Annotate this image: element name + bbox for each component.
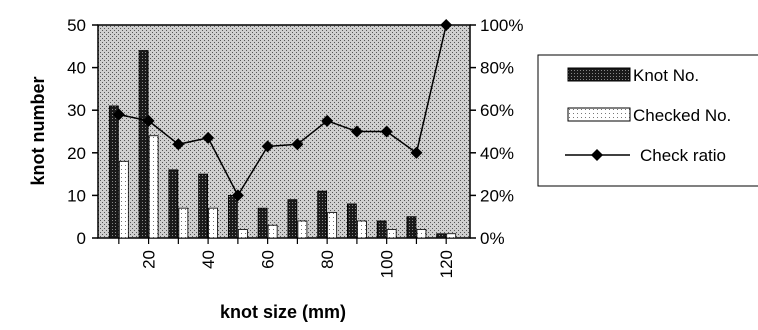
plot-area <box>97 24 471 239</box>
y2-tick-label: 40% <box>480 144 514 163</box>
legend-marker-check-ratio <box>591 149 603 161</box>
y-tick-label: 50 <box>67 16 86 35</box>
bar-knot-no <box>376 220 387 239</box>
bar-knot-no <box>257 207 268 239</box>
marker-check-ratio <box>231 189 244 202</box>
y2-tick-label: 60% <box>480 101 514 120</box>
bar-knot-no <box>227 194 238 239</box>
x-axis-title: knot size (mm) <box>220 302 346 322</box>
bar-knot-no <box>198 173 209 239</box>
y-tick-label: 10 <box>67 186 86 205</box>
bar-checked-no <box>237 229 248 239</box>
y-axis-title: knot number <box>28 76 48 185</box>
bar-checked-no <box>446 233 457 239</box>
bar-checked-no <box>386 229 397 239</box>
bar-knot-no <box>108 105 119 239</box>
y2-tick-label: 20% <box>480 186 514 205</box>
x-tick-label: 40 <box>199 250 218 269</box>
bar-checked-no <box>327 212 338 239</box>
marker-check-ratio <box>380 125 393 138</box>
bar-checked-no <box>416 229 427 239</box>
y-tick-label: 30 <box>67 101 86 120</box>
marker-check-ratio <box>291 138 304 151</box>
bar-knot-no <box>168 169 179 239</box>
y2-tick-label: 100% <box>480 16 523 35</box>
marker-check-ratio <box>142 114 155 127</box>
x-tick-label: 100 <box>378 250 397 278</box>
x-tick-label: 20 <box>140 250 159 269</box>
y-tick-label: 0 <box>77 229 86 248</box>
bar-checked-no <box>178 207 189 239</box>
legend-label-check-ratio: Check ratio <box>640 146 726 165</box>
y2-tick-label: 0% <box>480 229 505 248</box>
marker-check-ratio <box>440 19 453 31</box>
marker-check-ratio <box>350 125 363 138</box>
bar-knot-no <box>317 190 328 239</box>
line-layer <box>112 19 453 202</box>
x-tick-label: 80 <box>318 250 337 269</box>
bar-knot-no <box>406 216 417 239</box>
bar-knot-no <box>138 50 149 239</box>
y2-tick-label: 80% <box>480 59 514 78</box>
bar-checked-no <box>267 224 278 239</box>
bars-layer <box>108 50 457 239</box>
marker-check-ratio <box>172 138 185 151</box>
legend-swatch-knot-no <box>567 67 631 82</box>
marker-check-ratio <box>112 108 125 121</box>
bar-checked-no <box>148 135 159 239</box>
legend-label-knot-no: Knot No. <box>633 66 699 85</box>
marker-check-ratio <box>321 114 334 127</box>
bar-checked-no <box>357 220 367 239</box>
bar-checked-no <box>118 160 129 239</box>
marker-check-ratio <box>202 131 215 144</box>
bar-checked-no <box>297 220 308 239</box>
y-tick-label: 20 <box>67 144 86 163</box>
marker-check-ratio <box>261 140 274 153</box>
x-tick-label: 120 <box>437 250 456 278</box>
y-tick-label: 40 <box>67 59 86 78</box>
legend-swatch-checked-no <box>567 107 631 122</box>
line-check-ratio <box>118 24 447 197</box>
bar-knot-no <box>287 199 298 239</box>
marker-check-ratio <box>410 146 423 159</box>
legend-label-checked-no: Checked No. <box>633 106 731 125</box>
x-tick-label: 60 <box>259 250 278 269</box>
bar-knot-no <box>347 203 357 239</box>
axes-layer: 0 10 20 30 40 50 0% 20% 40% 60% 80% 100% 20 40 60 80 100… <box>67 16 523 278</box>
bar-knot-no <box>436 233 447 239</box>
legend: Knot No. Checked No. Check ratio <box>537 54 758 187</box>
bar-checked-no <box>208 207 219 239</box>
